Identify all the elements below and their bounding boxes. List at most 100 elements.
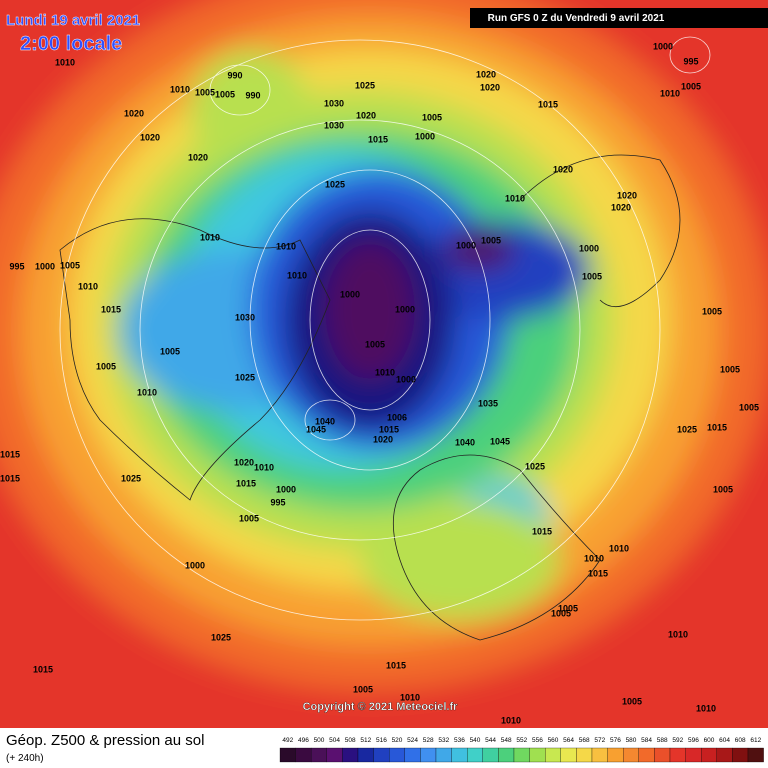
pressure-label: 1020 <box>124 108 144 118</box>
pressure-label: 1005 <box>481 235 501 245</box>
pressure-label: 1015 <box>588 568 608 578</box>
scale-swatch <box>701 747 717 763</box>
pressure-label: 995 <box>270 497 285 507</box>
pressure-label: 1005 <box>365 339 385 349</box>
scale-swatch <box>576 747 593 763</box>
pressure-label: 1005 <box>622 696 642 706</box>
pressure-label: 1025 <box>525 461 545 471</box>
pressure-label: 1005 <box>96 361 116 371</box>
pressure-label: 1005 <box>422 112 442 122</box>
scale-swatch <box>732 747 749 763</box>
pressure-label: 1005 <box>60 260 80 270</box>
scale-label: 524 <box>407 737 418 744</box>
scale-swatch <box>357 747 374 763</box>
scale-swatch <box>747 747 764 763</box>
pressure-label: 1035 <box>478 398 498 408</box>
pressure-label: 1010 <box>170 84 190 94</box>
scale-swatch <box>451 747 468 763</box>
footer-title: Géop. Z500 & pression au sol <box>6 732 204 749</box>
pressure-label: 1010 <box>505 193 525 203</box>
scale-label: 508 <box>345 737 356 744</box>
scale-label: 608 <box>735 737 746 744</box>
pressure-label: 990 <box>227 70 242 80</box>
pressure-label: 1005 <box>713 484 733 494</box>
scale-swatch <box>389 747 405 763</box>
scale-label: 520 <box>392 737 403 744</box>
pressure-label: 1010 <box>696 703 716 713</box>
pressure-label: 1005 <box>551 608 571 618</box>
scale-label: 544 <box>485 737 496 744</box>
scale-label: 528 <box>423 737 434 744</box>
scale-swatch <box>295 747 312 763</box>
scale-label: 588 <box>657 737 668 744</box>
pressure-label: 1015 <box>33 664 53 674</box>
scale-label: 516 <box>376 737 387 744</box>
scale-label: 504 <box>329 737 340 744</box>
pressure-label: 1005 <box>215 89 235 99</box>
scale-swatch <box>591 747 608 763</box>
pressure-label: 1005 <box>720 364 740 374</box>
pressure-label: 1006 <box>387 412 407 422</box>
pressure-label: 1015 <box>538 99 558 109</box>
pressure-label: 1000 <box>653 41 673 51</box>
copyright: Copyright © 2021 Meteociel.fr <box>303 701 459 713</box>
pressure-label: 1020 <box>356 110 376 120</box>
scale-swatch <box>279 747 296 763</box>
scale-label: 532 <box>438 737 449 744</box>
scale-label: 584 <box>641 737 652 744</box>
pressure-label: 1000 <box>395 304 415 314</box>
pressure-label: 1010 <box>400 692 420 702</box>
run-banner <box>470 8 768 28</box>
scale-label: 568 <box>579 737 590 744</box>
pressure-label: 1015 <box>532 526 552 536</box>
scale-swatch <box>560 747 577 763</box>
pressure-label: 1010 <box>584 553 604 563</box>
scale-label: 552 <box>516 737 527 744</box>
pressure-label: 1025 <box>235 372 255 382</box>
scale-label: 572 <box>594 737 605 744</box>
coastlines <box>59 154 681 641</box>
pressure-label: 1025 <box>121 473 141 483</box>
pressure-label: 1010 <box>55 57 75 67</box>
pressure-label: 1010 <box>78 281 98 291</box>
scale-label: 496 <box>298 737 309 744</box>
scale-swatch <box>420 747 437 763</box>
pressure-label: 1015 <box>386 660 406 670</box>
pressure-label: 1005 <box>195 87 215 97</box>
scale-label: 492 <box>282 737 293 744</box>
scale-swatch <box>716 747 733 763</box>
scale-label: 596 <box>688 737 699 744</box>
scale-label: 536 <box>454 737 465 744</box>
isobars <box>59 36 711 621</box>
pressure-label: 990 <box>245 90 260 100</box>
pressure-label: 1000 <box>415 131 435 141</box>
pressure-label: 1045 <box>490 436 510 446</box>
pressure-label: 1010 <box>200 232 220 242</box>
pressure-label: 1010 <box>668 629 688 639</box>
pressure-label: 1020 <box>373 434 393 444</box>
pressure-label: 1015 <box>707 422 727 432</box>
pressure-label: 1015 <box>101 304 121 314</box>
pressure-label: 1025 <box>355 80 375 90</box>
pressure-label: 1040 <box>455 437 475 447</box>
pressure-label: 1030 <box>324 120 344 130</box>
pressure-label: 995 <box>683 56 698 66</box>
scale-swatch <box>669 747 686 763</box>
pressure-label: 1000 <box>340 289 360 299</box>
pressure-label: 1000 <box>456 240 476 250</box>
pressure-label: 1005 <box>353 684 373 694</box>
pressure-label: 1010 <box>287 270 307 280</box>
scale-swatch <box>685 747 702 763</box>
scale-label: 604 <box>719 737 730 744</box>
pressure-label: 1005 <box>558 603 578 613</box>
pressure-label: 1000 <box>35 261 55 271</box>
pressure-label: 1020 <box>617 190 637 200</box>
pressure-label: 1010 <box>660 88 680 98</box>
pressure-label: 1010 <box>609 543 629 553</box>
pressure-label: 995 <box>9 261 24 271</box>
scale-swatch <box>654 747 671 763</box>
scale-label: 512 <box>360 737 371 744</box>
pressure-label: 1020 <box>553 164 573 174</box>
